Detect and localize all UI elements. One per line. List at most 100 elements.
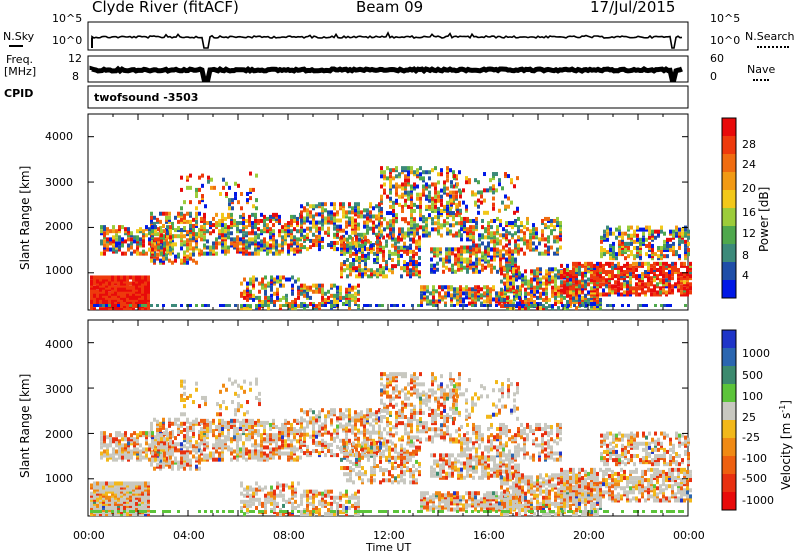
power-cell [275, 251, 278, 256]
power-cell [689, 270, 692, 275]
power-cell [255, 277, 258, 282]
vel-cell [142, 449, 145, 454]
power-cell [209, 245, 212, 250]
vel-cell [186, 454, 189, 459]
power-cell [169, 227, 172, 232]
power-cell [581, 297, 584, 302]
power-cell [443, 182, 446, 187]
power-cell [269, 235, 272, 240]
power-baseline-cell [459, 304, 462, 307]
power-cell [90, 285, 93, 290]
power-cell [407, 166, 410, 171]
power-cell [106, 237, 109, 242]
power-cell [361, 243, 364, 248]
power-cell [263, 227, 266, 232]
vel-cell [174, 442, 177, 447]
power-cell [612, 252, 615, 257]
vel-cell [287, 437, 290, 442]
power-cell [394, 237, 397, 242]
power-cell [141, 289, 144, 294]
power-cell [575, 280, 578, 285]
power-cell [468, 180, 471, 185]
power-cell [559, 233, 562, 238]
power-cell [599, 261, 602, 266]
power-cell [327, 295, 330, 300]
vel-cell [203, 457, 206, 462]
vel-cell [151, 439, 154, 444]
vel-cell [136, 451, 139, 456]
vel-cell [130, 449, 133, 454]
power-cell [261, 281, 264, 286]
power-cell [653, 265, 656, 270]
power-cell [315, 222, 318, 227]
power-cell [611, 276, 614, 281]
power-cell [224, 247, 227, 252]
power-cell [401, 170, 404, 175]
vel-cell [115, 431, 118, 436]
vel-cell [248, 424, 251, 429]
power-cell [527, 297, 530, 302]
vel-cell [281, 427, 284, 432]
power-cell [312, 204, 315, 209]
power-cell [554, 285, 557, 290]
power-cell [270, 281, 273, 286]
power-cell [529, 235, 532, 240]
power-cell [203, 221, 206, 226]
power-cell [318, 247, 321, 252]
power-baseline-cell [480, 304, 483, 307]
vel-cell [254, 429, 257, 434]
power-cell [603, 250, 606, 255]
power-cell [466, 249, 469, 254]
power-cell [267, 281, 270, 286]
power-cell [635, 261, 638, 266]
power-cell [602, 292, 605, 297]
vel-cell [218, 431, 221, 436]
power-cell [687, 235, 690, 240]
power-cell [466, 237, 469, 242]
power-cell [267, 283, 270, 288]
vel-cell [114, 489, 117, 494]
power-cell [398, 172, 401, 177]
vel-cell [138, 483, 141, 488]
power-cell [524, 306, 527, 311]
power-cell [426, 299, 429, 304]
power-cell [380, 206, 383, 211]
power-cell [469, 235, 472, 240]
power-cell [351, 226, 354, 231]
power-cell [590, 274, 593, 279]
vel-cell [144, 495, 147, 500]
power-cell [463, 225, 466, 230]
power-cell [436, 261, 439, 266]
power-cell [413, 219, 416, 224]
power-cell [415, 266, 418, 271]
power-cell [224, 235, 227, 240]
power-cell [456, 301, 459, 306]
power-cell [680, 280, 683, 285]
power-cell [354, 285, 357, 290]
power-cell [276, 289, 279, 294]
power-cell [492, 172, 495, 177]
power-cell [227, 231, 230, 236]
power-cell [195, 189, 198, 194]
vel-cell [102, 489, 105, 494]
power-cell [608, 292, 611, 297]
vel-cell [159, 466, 162, 471]
vel-cell [239, 453, 242, 458]
vel-cell [239, 447, 242, 452]
vel-cell [114, 491, 117, 496]
power-cell [684, 233, 687, 238]
power-cell [466, 259, 469, 264]
power-cell [111, 279, 114, 284]
power-cell [401, 192, 404, 197]
power-cell [478, 269, 481, 274]
power-cell [245, 231, 248, 236]
power-cell [425, 204, 428, 209]
power-cell [258, 306, 261, 311]
power-cell [511, 251, 514, 256]
power-cell [284, 227, 287, 232]
power-cell [684, 243, 687, 248]
power-cell [527, 302, 530, 307]
power-cell [451, 251, 454, 256]
power-cell [380, 194, 383, 199]
